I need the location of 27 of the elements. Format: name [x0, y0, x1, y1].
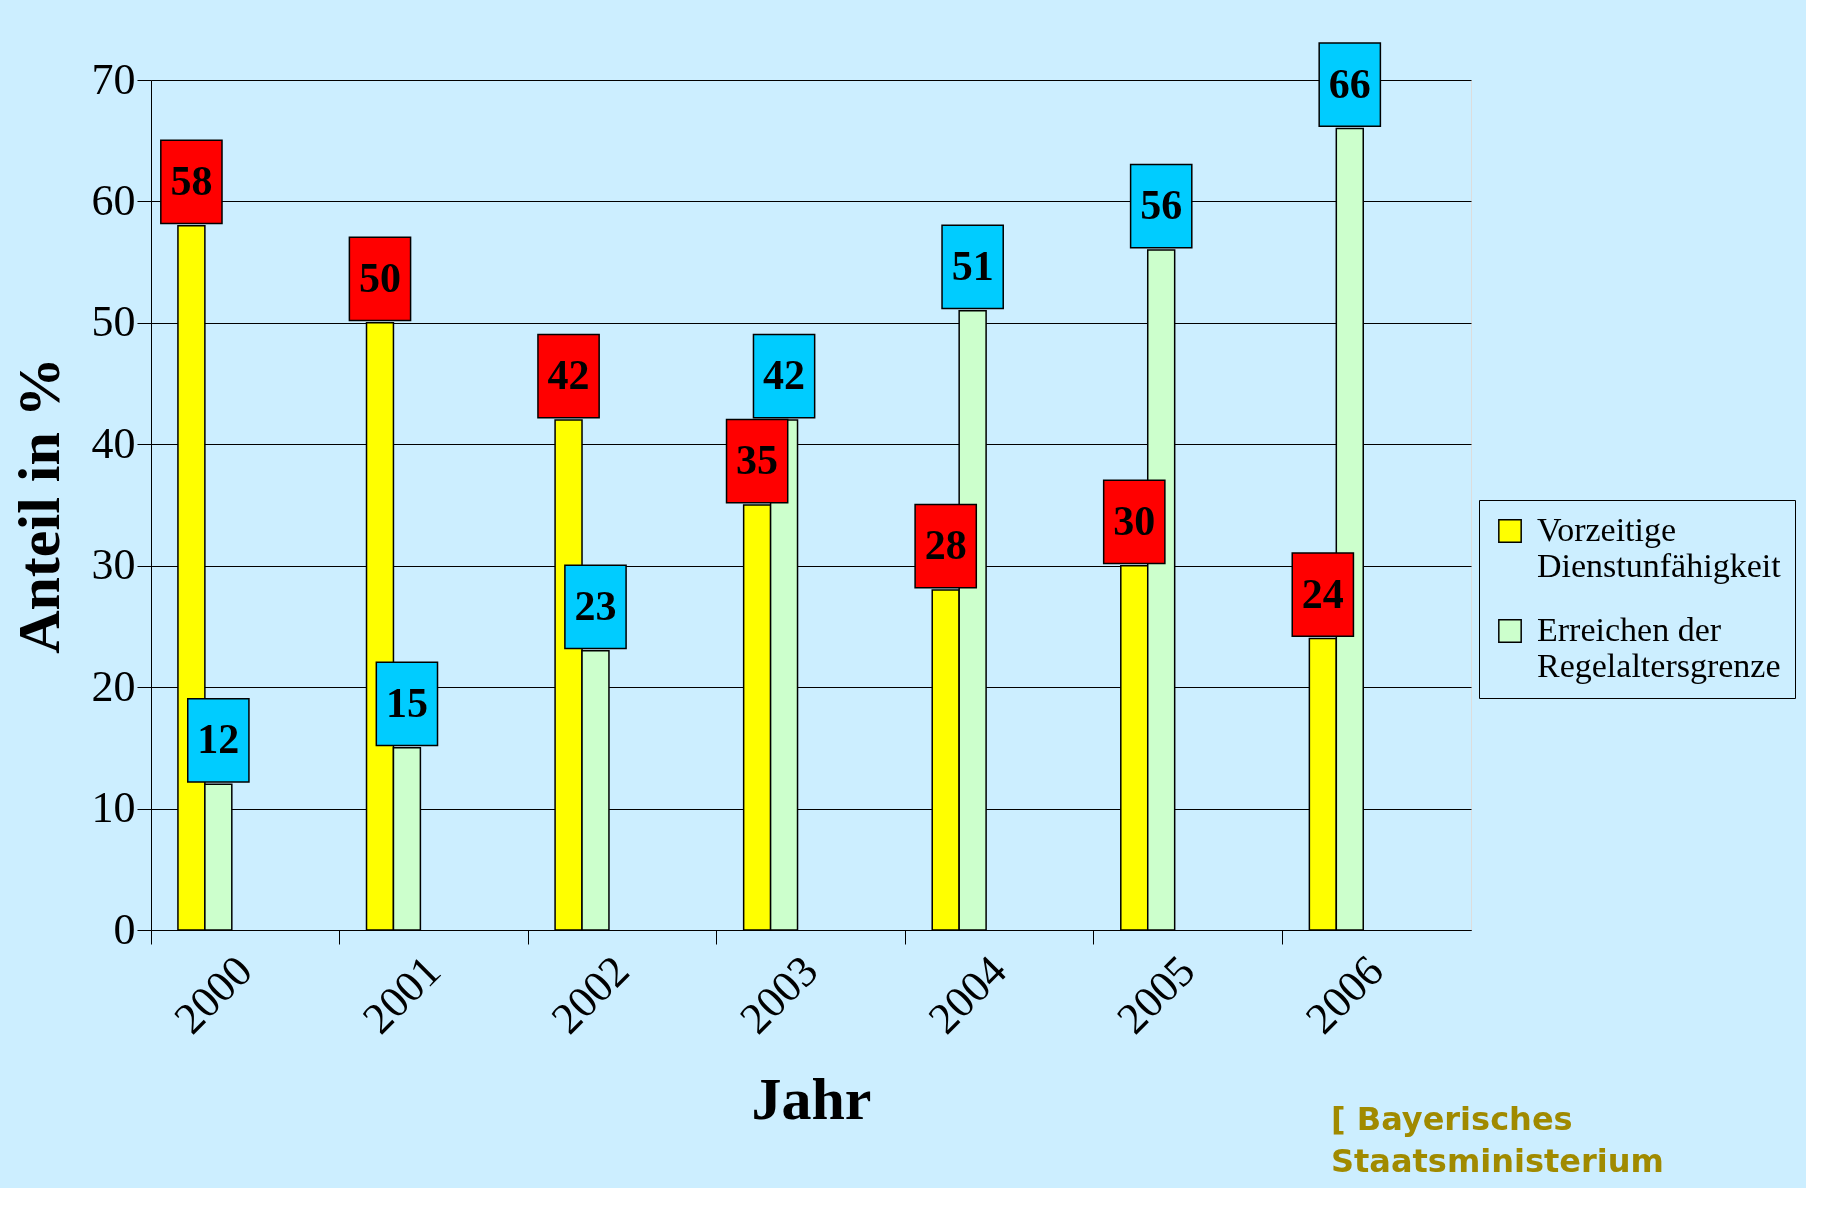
y-tick-label: 10 [91, 783, 136, 833]
data-label: 12 [197, 716, 240, 763]
y-tick-label: 70 [91, 54, 136, 104]
data-label: 42 [547, 352, 590, 398]
text: [ Bayerisches Staatsministerium [1331, 1100, 1664, 1180]
data-label: 42 [763, 352, 806, 398]
data-label: 50 [358, 254, 401, 301]
data-label: 58 [170, 157, 213, 204]
x-axis-title: Jahr [751, 1066, 872, 1133]
y-tick-label: 20 [91, 661, 136, 711]
data-label: 23 [574, 582, 617, 629]
legend-label: Erreichen der Regelaltersgrenze [1537, 611, 1781, 684]
data-label: 30 [1113, 497, 1156, 544]
y-tick-label: 0 [113, 904, 136, 954]
legend-label: Vorzeitige Dienstunfähigkeit [1537, 511, 1782, 584]
y-tick-label: 40 [91, 418, 136, 468]
y-axis-title: Anteil in % [5, 357, 72, 654]
data-label: 15 [385, 679, 428, 726]
data-label: 51 [951, 242, 994, 289]
y-tick-label: 50 [91, 297, 136, 347]
data-label: 24 [1301, 570, 1344, 617]
data-label: 28 [924, 522, 967, 568]
data-label: 66 [1328, 60, 1371, 107]
y-tick-label: 60 [91, 175, 136, 225]
data-label: 56 [1140, 182, 1183, 228]
y-tick-label: 30 [91, 540, 136, 590]
data-label: 35 [736, 437, 779, 483]
